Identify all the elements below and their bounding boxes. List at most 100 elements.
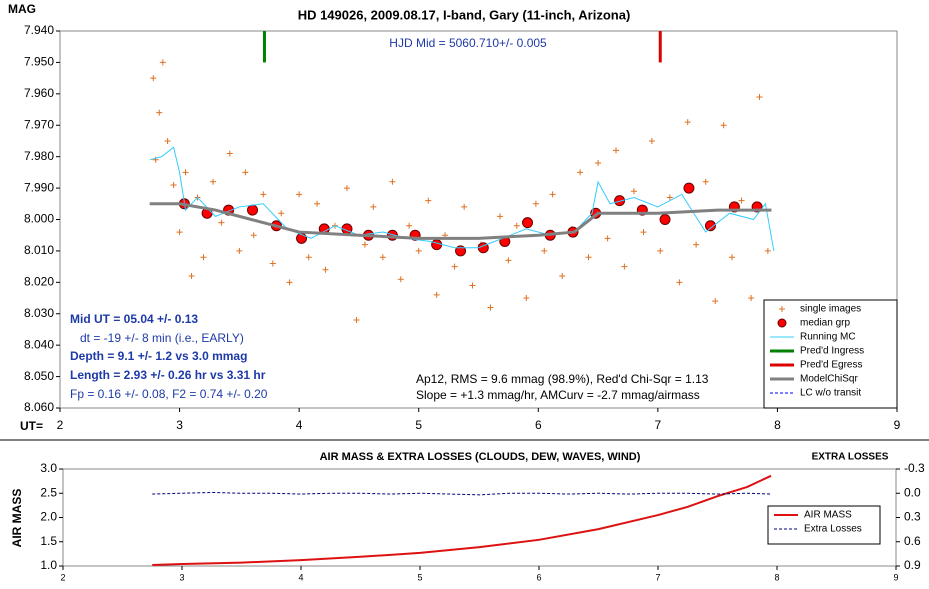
legend-swatch: [779, 306, 785, 312]
point: [247, 204, 259, 216]
x-tick-label: 2: [57, 418, 64, 432]
point: [218, 219, 225, 226]
y-tick-label: 8.060: [24, 400, 54, 414]
point: [361, 241, 368, 248]
point: [614, 195, 626, 207]
annotation: Ap12, RMS = 9.6 mmag (98.9%), Red'd Chi-…: [416, 372, 709, 386]
point: [159, 59, 166, 66]
point: [676, 279, 683, 286]
y-tick-label: -0.3: [904, 461, 925, 475]
y-axis-label: MAG: [8, 2, 36, 16]
point: [659, 214, 671, 225]
x-tick-label: 3: [179, 572, 184, 582]
point: [210, 178, 217, 185]
point: [397, 276, 404, 283]
point: [764, 247, 771, 254]
y-tick-label: 0.6: [904, 534, 921, 548]
point: [236, 247, 243, 254]
point: [296, 191, 303, 198]
legend-swatch: [777, 318, 787, 328]
annotation: Fp = 0.16 +/- 0.08, F2 = 0.74 +/- 0.20: [70, 387, 268, 401]
x-tick-label: 9: [894, 418, 901, 432]
annotation: Length = 2.93 +/- 0.26 hr vs 3.31 hr: [70, 368, 266, 382]
point: [585, 254, 592, 261]
point: [226, 150, 233, 157]
series-line: [152, 474, 772, 567]
point: [314, 200, 321, 207]
y-tick-label: 8.000: [24, 212, 54, 226]
point: [523, 295, 530, 302]
y-tick-label: 1.0: [40, 558, 57, 572]
x-tick-label: 6: [535, 418, 542, 432]
point: [756, 93, 763, 100]
point: [513, 222, 520, 229]
legend-label: Running MC: [800, 332, 856, 343]
point: [250, 232, 257, 239]
annotation: dt = -19 +/- 8 min (i.e., EARLY): [80, 331, 244, 345]
point: [728, 254, 735, 261]
point: [559, 273, 566, 280]
point: [182, 169, 189, 176]
point: [455, 245, 467, 257]
point: [176, 229, 183, 236]
point: [305, 254, 312, 261]
point: [379, 254, 386, 261]
point: [666, 194, 673, 201]
series-line: [152, 491, 772, 496]
y-tick-label: 0.3: [904, 510, 921, 524]
y-tick-label: 8.020: [24, 275, 54, 289]
point: [156, 109, 163, 116]
point: [353, 317, 360, 324]
legend-label: single images: [800, 304, 861, 315]
point: [188, 273, 195, 280]
y2-axis-label: EXTRA LOSSES: [812, 452, 889, 463]
point: [505, 257, 512, 264]
point: [640, 229, 647, 236]
point: [577, 169, 584, 176]
y-tick-label: 8.030: [24, 306, 54, 320]
point: [389, 178, 396, 185]
point: [451, 263, 458, 270]
chart-title: AIR MASS & EXTRA LOSSES (CLOUDS, DEW, WA…: [320, 451, 641, 463]
legend-label: median grp: [800, 318, 850, 329]
point: [415, 247, 422, 254]
point: [549, 191, 556, 198]
point: [150, 75, 157, 82]
point: [532, 200, 539, 207]
x-tick-label: 6: [536, 572, 541, 582]
legend-label: Pred'd Ingress: [800, 346, 864, 357]
x-tick-label: 5: [415, 418, 422, 432]
point: [431, 239, 443, 251]
annotation: Depth = 9.1 +/- 1.2 vs 3.0 mmag: [70, 349, 247, 363]
point: [621, 263, 628, 270]
y-tick-label: 7.960: [24, 86, 54, 100]
point: [487, 304, 494, 311]
legend-label: AIR MASS: [804, 510, 852, 521]
legend-label: ModelChiSqr: [800, 374, 858, 385]
point: [613, 147, 620, 154]
point: [170, 181, 177, 188]
annotation: Slope = +1.3 mmag/hr, AMCurv = -2.7 mmag…: [416, 388, 700, 402]
legend: [767, 505, 881, 545]
point: [704, 220, 716, 232]
y-tick-label: 2.0: [40, 510, 57, 524]
y-tick-label: 8.040: [24, 337, 54, 351]
point: [497, 213, 504, 220]
point: [286, 279, 293, 286]
chart-title: HD 149026, 2009.08.17, I-band, Gary (11-…: [298, 7, 631, 22]
y-axis-label: AIR MASS: [10, 489, 24, 548]
y-tick-label: 7.990: [24, 180, 54, 194]
legend-label: Pred'd Egress: [800, 360, 863, 371]
y-tick-label: 7.940: [24, 23, 54, 37]
x-tick-label: 8: [774, 418, 781, 432]
point: [242, 169, 249, 176]
point: [370, 203, 377, 210]
series-line: [149, 202, 772, 240]
point: [200, 254, 207, 261]
x-tick-label: 9: [893, 572, 898, 582]
x-tick-label: 7: [655, 572, 660, 582]
legend-label: Extra Losses: [804, 524, 862, 535]
series-line: [149, 146, 775, 252]
